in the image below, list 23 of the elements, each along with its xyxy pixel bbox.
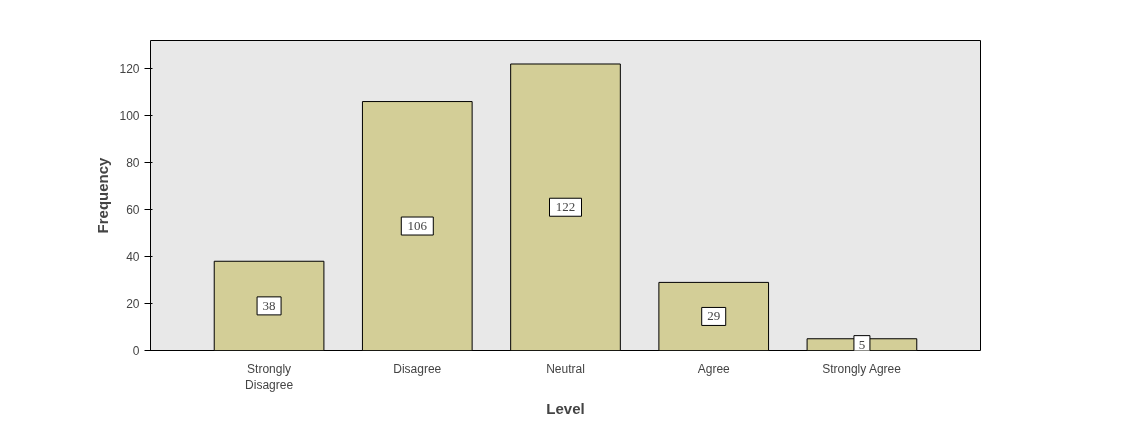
- bar: [510, 63, 621, 351]
- data-label: 29: [707, 308, 721, 324]
- data-label: 122: [555, 199, 576, 215]
- y-tick-label: 0: [132, 344, 140, 358]
- data-label: 5: [858, 336, 866, 352]
- x-tick-label: Neutral: [546, 361, 585, 376]
- x-axis-title: Level: [546, 400, 585, 418]
- y-tick-label: 120: [119, 62, 140, 77]
- y-tick-label: 80: [126, 156, 140, 171]
- bar: [658, 281, 770, 351]
- x-tick-label: Agree: [697, 361, 731, 376]
- x-tick-label: Disagree: [393, 361, 442, 376]
- y-axis-title: Frequency: [94, 156, 112, 234]
- y-tick-label: 100: [119, 109, 140, 124]
- data-label: 106: [407, 218, 428, 234]
- y-tick-label: 40: [126, 250, 140, 265]
- bar: [213, 260, 325, 351]
- x-tick-label: Strongly Disagree: [245, 361, 294, 393]
- y-tick-label: 20: [126, 297, 140, 312]
- data-label: 38: [262, 297, 276, 313]
- y-tick-label: 60: [126, 203, 140, 218]
- x-tick-label: Strongly Agree: [822, 361, 902, 376]
- bar: [361, 101, 473, 351]
